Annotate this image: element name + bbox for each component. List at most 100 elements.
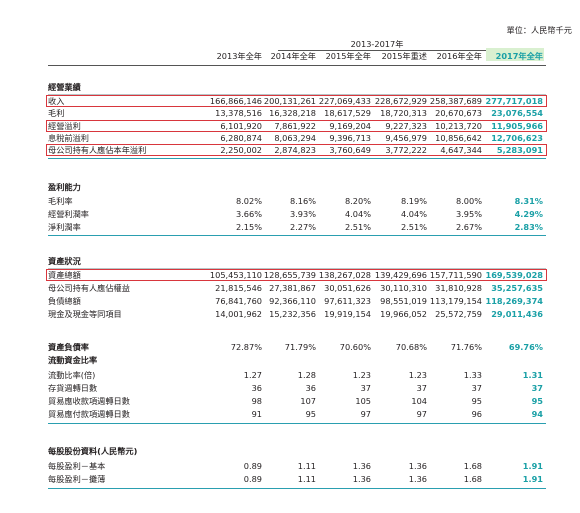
cell-value-highlight: 2.83% [514, 222, 543, 232]
cell-value-highlight: 35,257,635 [491, 283, 543, 293]
cell-value: 30,110,310 [380, 283, 427, 293]
cell-value-highlight: 23,076,554 [491, 108, 543, 118]
cell-value: 1.11 [297, 474, 316, 484]
cell-value: 105,453,110 [209, 270, 262, 280]
cell-value: 1.23 [352, 370, 371, 380]
cell-value: 200,131,261 [263, 96, 316, 106]
cell-value: 37 [471, 383, 482, 393]
row-rule [48, 268, 546, 269]
cell-value: 10,856,642 [435, 133, 482, 143]
cell-value-highlight: 95 [531, 396, 543, 406]
cell-value-highlight: 1.91 [522, 461, 543, 471]
unit-label: 單位：人民幣千元 [506, 25, 572, 35]
cell-value-highlight: 37 [531, 383, 543, 393]
cell-value: 3,760,649 [329, 145, 371, 155]
cell-value-highlight: 11,905,966 [491, 121, 543, 131]
cell-value: 1.68 [463, 474, 482, 484]
cell-value: 92,366,110 [269, 296, 316, 306]
cell-value: 2.67% [455, 222, 482, 232]
cell-value: 20,670,673 [435, 108, 482, 118]
cell-value: 36 [251, 383, 262, 393]
row-label-gross-margin: 毛利率 [48, 196, 73, 206]
column-header-2015-restated: 2015年重述 [381, 51, 427, 61]
cell-value: 13,378,516 [215, 108, 262, 118]
cell-value: 4,647,344 [440, 145, 482, 155]
row-label-operating-margin: 經營利潤率 [48, 209, 89, 219]
cell-value: 4.04% [344, 209, 371, 219]
cell-value: 1.28 [297, 370, 316, 380]
header-rule [48, 65, 546, 66]
section-title-profitability: 盈利能力 [48, 182, 81, 192]
cell-value: 98 [251, 396, 262, 406]
column-header-2013: 2013年全年 [216, 51, 262, 61]
cell-value: 36 [305, 383, 316, 393]
cell-value: 4.04% [400, 209, 427, 219]
cell-value: 25,572,759 [435, 309, 482, 319]
cell-value: 3.66% [235, 209, 262, 219]
cell-value: 18,720,313 [380, 108, 427, 118]
cell-value: 3,772,222 [385, 145, 427, 155]
cell-value: 139,429,696 [374, 270, 427, 280]
cell-value-highlight: 8.31% [514, 196, 543, 206]
cell-value: 258,387,689 [429, 96, 482, 106]
cell-value: 1.36 [408, 461, 427, 471]
cell-value: 6,280,874 [220, 133, 262, 143]
highlight-column-header-bg [486, 48, 544, 61]
column-header-2015: 2015年全年 [325, 51, 371, 61]
row-label-profit-attributable: 母公司持有人應佔本年溢利 [48, 145, 147, 155]
cell-value: 27,381,867 [269, 283, 316, 293]
cell-value: 9,169,204 [329, 121, 371, 131]
column-header-2014: 2014年全年 [270, 51, 316, 61]
cell-value: 97 [416, 409, 427, 419]
row-label-eps-diluted: 每股盈利－攤薄 [48, 474, 106, 484]
cell-value: 2.15% [235, 222, 262, 232]
cell-value: 157,711,590 [429, 270, 482, 280]
cell-value: 104 [411, 396, 427, 406]
cell-value-highlight: 69.76% [508, 342, 543, 352]
cell-value: 2,874,823 [274, 145, 316, 155]
cell-value: 8,063,294 [274, 133, 316, 143]
cell-value: 96 [471, 409, 482, 419]
cell-value: 9,227,323 [385, 121, 427, 131]
section-rule [48, 235, 546, 236]
cell-value: 105 [355, 396, 371, 406]
cell-value: 107 [300, 396, 316, 406]
cell-value: 2.27% [289, 222, 316, 232]
cell-value-highlight: 94 [531, 409, 543, 419]
cell-value: 91 [251, 409, 262, 419]
column-header-2016: 2016年全年 [436, 51, 482, 61]
cell-value: 76,841,760 [215, 296, 262, 306]
cell-value: 138,267,028 [318, 270, 371, 280]
row-label-ebit: 息稅前溢利 [48, 133, 89, 143]
highlight-box-net-profit [46, 144, 547, 156]
row-label-net-margin: 淨利潤率 [48, 222, 81, 232]
cell-value: 1.36 [408, 474, 427, 484]
cell-value-highlight: 1.91 [522, 474, 543, 484]
section-title-per-share: 每股股份資料(人民幣元) [48, 446, 138, 456]
row-label-eps-basic: 每股盈利－基本 [48, 461, 106, 471]
cell-value: 1.36 [352, 461, 371, 471]
cell-value: 37 [416, 383, 427, 393]
row-label-payable-days: 貿易應付款項週轉日數 [48, 409, 130, 419]
cell-value: 18,617,529 [324, 108, 371, 118]
cell-value: 1.33 [463, 370, 482, 380]
cell-value: 2,250,002 [220, 145, 262, 155]
cell-value: 227,069,433 [318, 96, 371, 106]
cell-value-highlight: 277,717,018 [485, 96, 544, 106]
cell-value: 97 [360, 409, 371, 419]
highlight-box-operating-profit [46, 120, 547, 132]
cell-value: 1.23 [408, 370, 427, 380]
cell-value: 1.11 [297, 461, 316, 471]
highlight-box-total-assets [46, 269, 547, 281]
cell-value: 71.76% [450, 342, 482, 352]
cell-value: 3.95% [455, 209, 482, 219]
cell-value: 15,232,356 [269, 309, 316, 319]
cell-value: 6,101,920 [220, 121, 262, 131]
cell-value: 166,866,146 [209, 96, 262, 106]
cell-value: 70.60% [339, 342, 371, 352]
row-label-receivable-days: 貿易應收款項週轉日數 [48, 396, 130, 406]
row-label-operating-profit: 經營溢利 [48, 121, 81, 131]
cell-value: 128,655,739 [263, 270, 316, 280]
cell-value: 10,213,720 [435, 121, 482, 131]
